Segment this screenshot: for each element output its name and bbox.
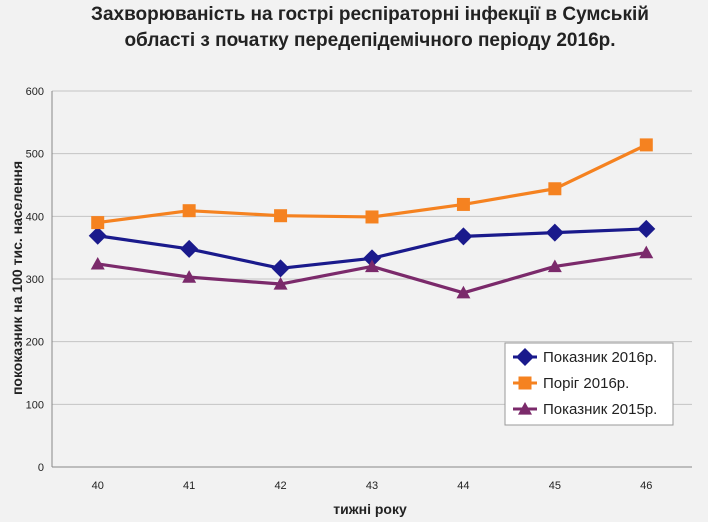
data-point — [271, 259, 290, 278]
data-point — [182, 270, 197, 283]
series-3 — [90, 245, 654, 299]
data-point — [274, 209, 288, 223]
series-1 — [88, 219, 656, 278]
x-tick-label: 44 — [457, 480, 469, 492]
y-axis-label: пококазник на 100 тис. населення — [9, 161, 25, 395]
legend-item: Показник 2016р. — [513, 348, 657, 366]
series-group — [88, 138, 656, 299]
x-tick-label: 43 — [366, 480, 378, 492]
legend-marker — [518, 402, 532, 415]
x-tick-label: 46 — [640, 480, 652, 492]
y-tick-label: 600 — [26, 86, 44, 98]
data-point — [365, 210, 379, 224]
legend-label: Показник 2015р. — [543, 401, 657, 418]
data-point — [91, 216, 105, 230]
data-point — [639, 138, 653, 152]
y-tick-label: 0 — [38, 462, 44, 474]
y-tick-label: 300 — [26, 274, 44, 286]
data-point — [548, 182, 562, 196]
legend-item: Показник 2015р. — [513, 401, 657, 418]
data-point — [547, 259, 562, 273]
data-point — [90, 256, 105, 270]
x-axis-ticks: 40 41 42 43 44 45 46 — [92, 480, 653, 492]
chart-title-line-1: Захворюваність на гострі респіраторні ін… — [91, 4, 649, 25]
y-tick-label: 500 — [26, 149, 44, 161]
data-point — [639, 245, 654, 259]
legend-marker — [518, 376, 532, 390]
data-point — [88, 226, 107, 245]
legend-label: Поріг 2016р. — [543, 375, 629, 392]
x-axis-label: тижні року — [333, 501, 407, 517]
x-tick-label: 45 — [549, 480, 561, 492]
x-tick-label: 42 — [274, 480, 286, 492]
legend-label: Показник 2016р. — [543, 349, 657, 366]
legend: Показник 2016р. Поріг 2016р. Показник 2015… — [504, 342, 674, 426]
y-tick-label: 100 — [26, 399, 44, 411]
data-point — [273, 277, 288, 290]
data-point — [363, 249, 381, 268]
data-point — [365, 259, 379, 273]
data-point — [180, 239, 199, 258]
data-point — [456, 197, 470, 211]
x-tick-label: 41 — [183, 480, 195, 492]
y-tick-label: 400 — [26, 211, 44, 223]
chart-title-line-2: області з початку передепідемічного пері… — [124, 30, 615, 51]
legend-item: Поріг 2016р. — [513, 375, 629, 392]
y-axis-ticks: 0 100 200 300 400 500 600 — [26, 86, 44, 474]
series-2 — [91, 138, 653, 230]
x-tick-label: 40 — [92, 480, 104, 492]
legend-marker — [516, 348, 534, 366]
data-point — [637, 219, 656, 238]
data-point — [454, 227, 473, 246]
data-point — [545, 223, 564, 242]
data-point — [182, 204, 196, 218]
data-point — [456, 285, 471, 299]
y-tick-label: 200 — [26, 337, 44, 349]
